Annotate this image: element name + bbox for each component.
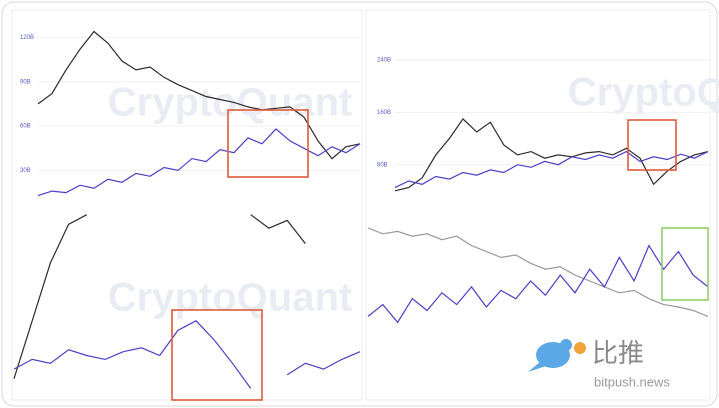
watermark: CryptoQuant — [568, 71, 719, 115]
y-tick-label: 240B — [377, 58, 391, 64]
y-tick-label: 80B — [377, 162, 388, 168]
series-line — [394, 150, 709, 189]
series-line — [13, 214, 306, 379]
brand-site: bitpush.news — [594, 374, 670, 389]
y-tick-label: 90B — [20, 79, 31, 85]
brand-logo — [528, 339, 586, 372]
highlight-box — [171, 309, 263, 401]
series-line — [37, 128, 361, 197]
series-line — [367, 227, 709, 317]
highlight-box — [627, 119, 677, 171]
highlight-box — [661, 227, 709, 301]
series-line — [13, 320, 361, 389]
right-panel — [365, 9, 711, 401]
y-tick-label: 30B — [20, 168, 31, 174]
y-tick-label: 60B — [20, 124, 31, 130]
series-line — [367, 244, 709, 324]
left-panel — [11, 9, 363, 401]
highlight-box — [227, 109, 309, 178]
brand-name: 比推 — [592, 338, 644, 368]
watermark: CryptoQuant — [108, 81, 352, 125]
y-tick-label: 120B — [20, 35, 34, 41]
y-tick-label: 160B — [377, 110, 391, 116]
series-line — [37, 30, 361, 160]
series-line — [394, 117, 709, 192]
watermark: CryptoQuant — [108, 276, 352, 320]
